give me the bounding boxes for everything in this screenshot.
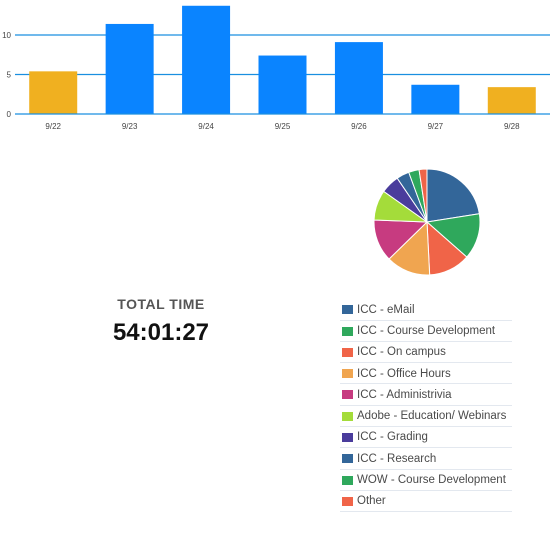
- legend-swatch: [342, 326, 353, 336]
- legend-item: ICC - eMail: [340, 300, 512, 321]
- legend-label: ICC - Administrivia: [357, 388, 452, 401]
- x-tick-label: 9/25: [275, 122, 291, 131]
- legend-label: ICC - Research: [357, 452, 437, 465]
- legend-label: ICC - On campus: [357, 346, 446, 359]
- pie-legend: ICC - eMail ICC - Course Development ICC -…: [340, 300, 512, 513]
- legend-item: ICC - Research: [340, 449, 512, 470]
- legend-swatch: [342, 347, 353, 357]
- category-pie-chart: [373, 168, 481, 276]
- legend-swatch: [342, 454, 353, 464]
- legend-swatch: [342, 496, 353, 506]
- y-tick-label: 10: [2, 31, 11, 40]
- bar-9/23: [105, 23, 154, 114]
- x-tick-label: 9/22: [45, 122, 61, 131]
- legend-item: ICC - Administrivia: [340, 385, 512, 406]
- legend-label: ICC - eMail: [357, 303, 415, 316]
- pie-slice-0: [426, 168, 480, 223]
- legend-swatch: [342, 390, 353, 400]
- legend-item: ICC - Grading: [340, 428, 512, 449]
- legend-swatch: [342, 369, 353, 379]
- legend-swatch: [342, 305, 353, 315]
- legend-label: ICC - Grading: [357, 431, 428, 444]
- legend-item: ICC - Course Development: [340, 321, 512, 342]
- y-tick-label: 0: [7, 110, 12, 119]
- x-tick-label: 9/24: [198, 122, 214, 131]
- bar-9/24: [182, 5, 231, 115]
- x-tick-label: 9/26: [351, 122, 367, 131]
- legend-item: Other: [340, 492, 512, 513]
- total-time-label: TOTAL TIME: [117, 296, 205, 312]
- x-tick-label: 9/23: [122, 122, 138, 131]
- legend-label: Other: [357, 495, 386, 508]
- legend-item: WOW - Course Development: [340, 470, 512, 491]
- legend-label: ICC - Office Hours: [357, 367, 451, 380]
- x-tick-label: 9/27: [428, 122, 444, 131]
- total-time-value: 54:01:27: [112, 319, 210, 346]
- legend-swatch: [342, 432, 353, 442]
- total-time-panel: TOTAL TIME 54:01:27: [80, 296, 242, 347]
- pie-slice-9: [418, 168, 428, 223]
- bar-9/28: [487, 87, 536, 114]
- daily-bar-chart: 0 5 10 9/22 9/23 9/24 9/25 9/26 9/27 9/28: [2, 5, 550, 131]
- x-tick-label: 9/28: [504, 122, 520, 131]
- bar-9/22: [29, 71, 78, 114]
- bar-9/26: [334, 42, 383, 114]
- legend-swatch: [342, 475, 353, 485]
- y-tick-label: 5: [7, 71, 12, 80]
- legend-label: Adobe - Education/ Webinars: [357, 410, 507, 423]
- bar-9/25: [258, 55, 307, 114]
- legend-item: Adobe - Education/ Webinars: [340, 406, 512, 427]
- bar-9/27: [411, 84, 460, 114]
- legend-label: ICC - Course Development: [357, 325, 496, 338]
- legend-item: ICC - Office Hours: [340, 364, 512, 385]
- legend-swatch: [342, 411, 353, 421]
- legend-label: WOW - Course Development: [357, 474, 506, 487]
- legend-item: ICC - On campus: [340, 343, 512, 364]
